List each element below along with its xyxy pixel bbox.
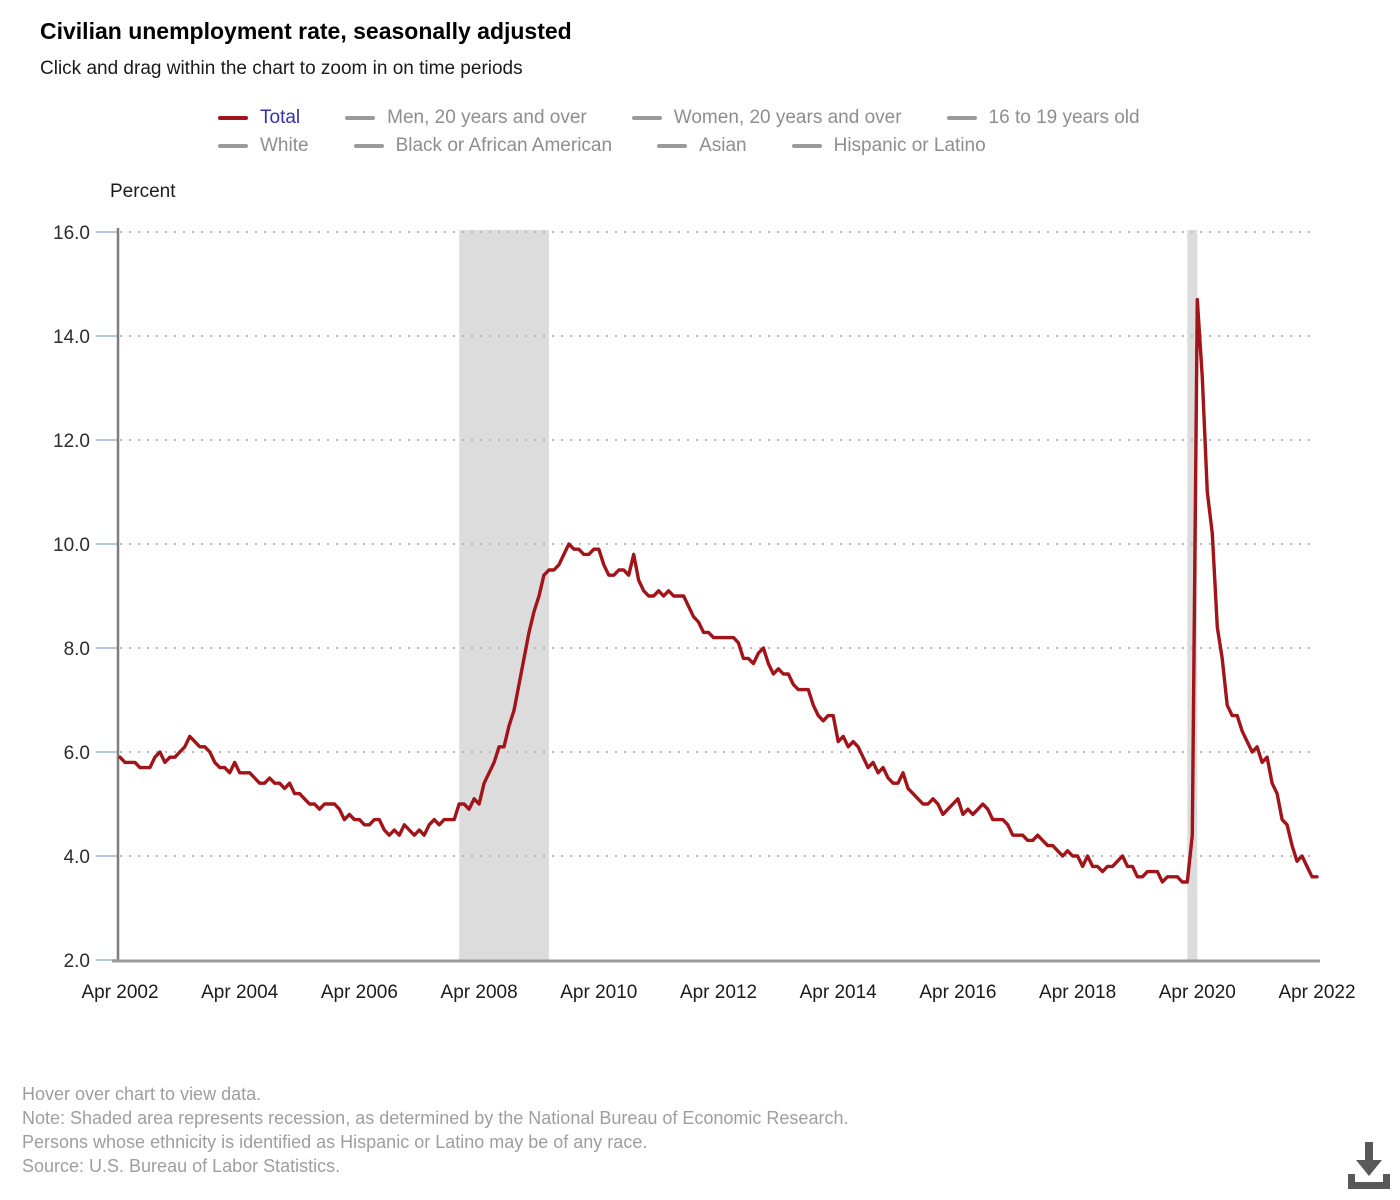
legend-label: Men, 20 years and over <box>387 107 587 128</box>
recession-band <box>459 230 549 960</box>
legend-label: 16 to 19 years old <box>988 107 1140 128</box>
legend-item-16-to-19-years-old[interactable]: 16 to 19 years old <box>946 107 1140 129</box>
footer-note-line-2: Note: Shaded area represents recession, … <box>22 1108 849 1128</box>
y-tick-label: 8.0 <box>64 639 90 660</box>
footer-notes: Hover over chart to view data. Note: Shad… <box>22 1082 848 1178</box>
chart-legend: Total Men, 20 years and over Women, 20 yea… <box>218 104 1140 160</box>
x-tick-label: Apr 2010 <box>560 982 637 1003</box>
page-subtitle: Click and drag within the chart to zoom … <box>40 58 523 79</box>
legend-dash-icon <box>946 116 977 120</box>
y-tick-label: 4.0 <box>64 847 90 868</box>
footer-note-line-1: Hover over chart to view data. <box>22 1084 262 1104</box>
y-tick-label: 10.0 <box>53 535 90 556</box>
unemployment-line-chart: 16.0 14.0 12.0 10.0 8.0 6.0 4.0 2.0 Apr 2002 Apr … <box>53 223 1356 1003</box>
x-tick-label: Apr 2014 <box>800 982 878 1003</box>
legend-row-2: White Black or African American Asian Hispa… <box>218 132 1140 160</box>
x-tick-label: Apr 2002 <box>81 982 158 1003</box>
footer-note-line-4: Source: U.S. Bureau of Labor Statistics. <box>22 1156 341 1176</box>
x-tick-label: Apr 2004 <box>201 982 279 1003</box>
x-tick-label: Apr 2008 <box>441 982 518 1003</box>
y-axis-title: Percent <box>110 181 176 202</box>
legend-item-women-20-years-and-over[interactable]: Women, 20 years and over <box>631 107 902 129</box>
legend-dash-icon <box>345 116 376 120</box>
legend-dash-icon <box>791 144 822 148</box>
legend-label: Total <box>260 107 301 128</box>
download-icon <box>1348 1142 1390 1189</box>
legend-label: Women, 20 years and over <box>673 107 902 128</box>
legend-dash-icon <box>218 144 248 148</box>
recession-band <box>1187 230 1198 960</box>
footer-note-line-3: Persons whose ethnicity is identified as… <box>22 1132 648 1152</box>
y-tick-label: 14.0 <box>53 327 90 348</box>
x-tick-label: Apr 2016 <box>919 982 996 1003</box>
legend-item-men-20-years-and-over[interactable]: Men, 20 years and over <box>345 107 587 129</box>
legend-item-asian[interactable]: Asian <box>657 135 747 157</box>
y-tick-label: 6.0 <box>64 743 90 764</box>
download-button[interactable] <box>1342 1138 1394 1194</box>
legend-label: Hispanic or Latino <box>833 135 986 156</box>
legend-label: White <box>260 135 309 156</box>
legend-item-hispanic-or-latino[interactable]: Hispanic or Latino <box>791 135 986 157</box>
page-title: Civilian unemployment rate, seasonally a… <box>40 18 572 44</box>
legend-item-black-or-african-american[interactable]: Black or African American <box>353 135 613 157</box>
legend-row-1: Total Men, 20 years and over Women, 20 yea… <box>218 104 1140 132</box>
legend-label: Asian <box>699 135 747 156</box>
legend-dash-icon <box>657 144 688 148</box>
chart-plot-area[interactable] <box>120 230 1317 960</box>
y-tick-label: 12.0 <box>53 431 90 452</box>
total-series-line <box>118 297 1319 884</box>
legend-item-white[interactable]: White <box>218 135 309 157</box>
legend-item-total[interactable]: Total <box>218 107 300 129</box>
legend-dash-icon <box>353 144 384 148</box>
y-tick-label: 2.0 <box>64 951 90 972</box>
x-tick-label: Apr 2006 <box>321 982 398 1003</box>
x-tick-label: Apr 2022 <box>1278 982 1355 1003</box>
x-tick-label: Apr 2018 <box>1039 982 1116 1003</box>
legend-dash-icon <box>218 116 248 120</box>
y-tick-label: 16.0 <box>53 223 90 244</box>
x-tick-label: Apr 2012 <box>680 982 757 1003</box>
legend-label: Black or African American <box>395 135 613 156</box>
legend-dash-icon <box>631 116 662 120</box>
x-tick-label: Apr 2020 <box>1159 982 1236 1003</box>
